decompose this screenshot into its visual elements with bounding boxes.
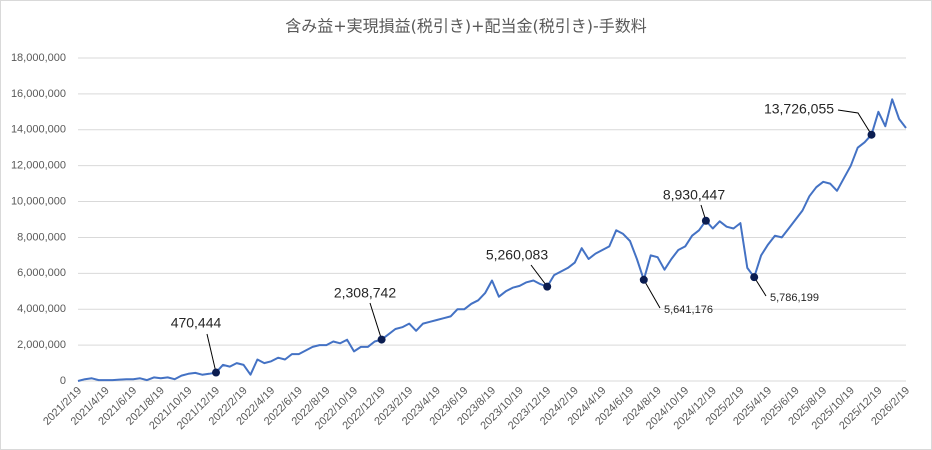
marker — [639, 275, 648, 284]
data-label: 13,726,055 — [764, 101, 834, 117]
y-tick-label: 18,000,000 — [11, 52, 66, 64]
data-label: 470,444 — [171, 315, 222, 331]
leader-line — [206, 333, 217, 373]
marker — [543, 282, 552, 291]
y-tick-label: 8,000,000 — [17, 231, 66, 243]
y-tick-label: 12,000,000 — [11, 160, 66, 172]
leader-line — [530, 264, 548, 287]
y-tick-label: 2,000,000 — [17, 339, 66, 351]
data-label: 2,308,742 — [334, 285, 396, 301]
chart-title: 含み益+実現損益(税引き)+配当金(税引き)-手数料 — [285, 17, 647, 36]
data-label: 5,641,176 — [664, 304, 713, 316]
y-tick-label: 10,000,000 — [11, 195, 66, 207]
y-tick-label: 6,000,000 — [17, 267, 66, 279]
y-tick-label: 16,000,000 — [11, 88, 66, 100]
leader-line — [369, 302, 383, 340]
data-label: 5,786,199 — [770, 292, 819, 304]
marker — [377, 335, 386, 344]
marker — [212, 368, 220, 377]
marker — [867, 130, 876, 139]
leader-line — [643, 279, 661, 309]
marker — [750, 273, 759, 282]
y-tick-label: 14,000,000 — [11, 124, 66, 136]
leader-line — [837, 109, 872, 135]
data-label: 5,260,083 — [486, 247, 548, 263]
y-tick-label: 0 — [60, 375, 66, 387]
marker — [701, 216, 710, 225]
y-tick-label: 4,000,000 — [17, 303, 66, 315]
data-label: 8,930,447 — [663, 187, 725, 203]
